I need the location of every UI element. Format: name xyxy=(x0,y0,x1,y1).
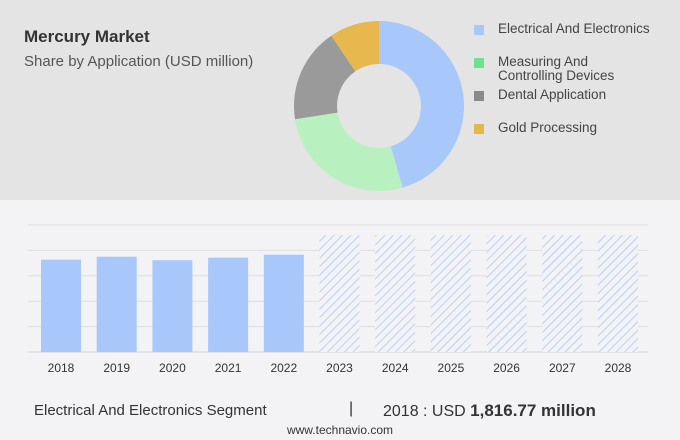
chart-subtitle: Share by Application (USD million) xyxy=(24,53,254,70)
x-tick-label: 2019 xyxy=(103,361,130,375)
legend-swatch xyxy=(474,58,484,68)
legend-label: Measuring And Controlling Devices xyxy=(498,54,615,83)
forecast-bar xyxy=(542,235,583,352)
x-tick-label: 2020 xyxy=(159,361,186,375)
forecast-bar xyxy=(375,235,416,352)
donut-slice xyxy=(379,21,464,188)
x-tick-label: 2027 xyxy=(549,361,576,375)
donut-slice xyxy=(331,21,379,72)
legend: Electrical And Electronics Measuring And… xyxy=(474,20,680,150)
footer-value: 2018 : USD 1,816.77 million xyxy=(383,401,596,421)
x-tick-label: 2025 xyxy=(438,361,465,375)
footer-segment: Electrical And Electronics Segment xyxy=(34,402,267,419)
legend-label: Dental Application xyxy=(498,87,607,102)
x-tick-label: 2022 xyxy=(270,361,297,375)
forecast-bar xyxy=(598,235,638,352)
donut-slice xyxy=(295,112,403,191)
donut-slice xyxy=(294,35,356,120)
bar xyxy=(263,254,304,352)
legend-label: Gold Processing xyxy=(498,120,598,135)
chart-title: Mercury Market xyxy=(24,27,150,46)
donut-chart xyxy=(294,21,464,191)
footer-amount: 1,816.77 million xyxy=(470,401,596,420)
forecast-bar xyxy=(319,235,360,352)
legend-swatch xyxy=(474,91,484,101)
forecast-bar xyxy=(486,235,527,352)
legend-swatch xyxy=(474,25,484,35)
x-tick-label: 2028 xyxy=(605,361,632,375)
x-tick-label: 2024 xyxy=(382,361,409,375)
x-tick-label: 2026 xyxy=(493,361,520,375)
footer-year: 2018 : USD xyxy=(383,403,471,420)
footer-separator: | xyxy=(349,400,354,417)
x-tick-label: 2018 xyxy=(48,361,75,375)
forecast-bar xyxy=(430,235,471,352)
bar xyxy=(208,257,249,352)
x-tick-label: 2023 xyxy=(326,361,353,375)
x-tick-label: 2021 xyxy=(215,361,242,375)
bar xyxy=(96,256,137,352)
bar xyxy=(152,260,193,352)
bar xyxy=(41,259,81,352)
legend-label: Electrical And Electronics xyxy=(498,21,650,36)
legend-swatch xyxy=(474,124,484,134)
footer-url[interactable]: www.technavio.com xyxy=(286,423,394,437)
